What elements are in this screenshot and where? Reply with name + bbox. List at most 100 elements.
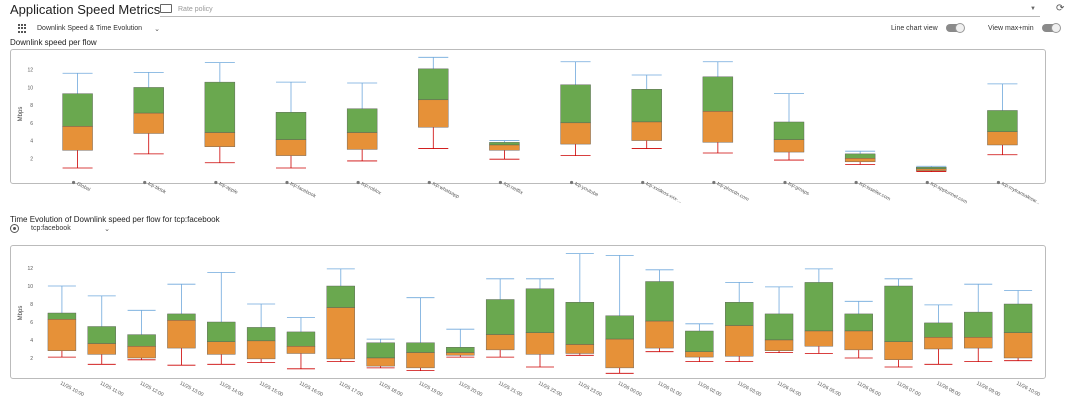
y-tick-label: 4 bbox=[30, 139, 33, 145]
box-upper-quartile bbox=[884, 285, 913, 342]
box-lower-quartile bbox=[62, 126, 93, 151]
box-upper-quartile bbox=[645, 281, 674, 322]
x-tick-label: 11/26 08:00 bbox=[935, 380, 961, 398]
x-tick-label: 11/26 02:00 bbox=[696, 380, 722, 398]
y-tick-label: 6 bbox=[30, 121, 33, 127]
category-dot bbox=[214, 180, 218, 185]
box-13: 11/25 23:00 bbox=[565, 253, 603, 398]
x-tick-label: 11/26 10:00 bbox=[1015, 380, 1041, 398]
box-upper-quartile bbox=[346, 108, 378, 133]
y-tick-label: 10 bbox=[27, 284, 33, 290]
y-tick-label: 2 bbox=[30, 356, 33, 362]
box-8: tcp:xvideos-xxx-... bbox=[631, 74, 683, 205]
box-lower-quartile bbox=[685, 351, 714, 358]
refresh-icon[interactable]: ⟳ bbox=[1056, 3, 1065, 14]
box-lower-quartile bbox=[326, 307, 355, 360]
x-tick-label: 11/26 01:00 bbox=[657, 380, 683, 398]
y-tick-label: 8 bbox=[30, 302, 33, 308]
dropdown-caret-icon: ▼ bbox=[1030, 6, 1036, 12]
box-22: 11/26 08:00 bbox=[924, 304, 961, 398]
folder-icon bbox=[160, 3, 172, 13]
top-chart-panel bbox=[10, 49, 1046, 184]
box-lower-quartile bbox=[924, 337, 953, 350]
box-lower-quartile bbox=[702, 111, 734, 143]
y-tick-label: 12 bbox=[27, 68, 33, 74]
category-dot bbox=[71, 180, 76, 185]
box-lower-quartile bbox=[773, 139, 805, 153]
x-tick-label: 11/25 20:00 bbox=[457, 380, 483, 398]
box-lower-quartile bbox=[246, 340, 276, 360]
x-tick-label: 11/25 21:00 bbox=[497, 380, 523, 398]
box-lower-quartile bbox=[87, 343, 116, 355]
target-icon bbox=[10, 224, 19, 233]
box-upper-quartile bbox=[565, 302, 595, 345]
y-tick-label: 10 bbox=[27, 85, 33, 91]
page-title: Application Speed Metrics bbox=[10, 2, 161, 17]
box-10: tcp:gmaps bbox=[773, 93, 811, 197]
box-upper-quartile bbox=[418, 68, 449, 101]
x-tick-label: 11/25 19:00 bbox=[418, 380, 444, 398]
category-dot bbox=[356, 180, 360, 185]
y-tick-label: 4 bbox=[30, 338, 33, 344]
box-chart-0: 2 4 6 8 10 12 Mbps Global tcp:tiktok tcp:apple tcp… bbox=[18, 56, 1041, 206]
view-selector[interactable]: Downlink Speed & Time Evolution ⌄ bbox=[18, 24, 160, 33]
box-lower-quartile bbox=[844, 158, 876, 163]
category-dot bbox=[854, 180, 858, 185]
box-7: tcp:youtube bbox=[560, 61, 600, 199]
maxmin-toggle[interactable] bbox=[1041, 23, 1061, 33]
box-20: 11/26 06:00 bbox=[844, 300, 882, 398]
line-chart-toggle[interactable] bbox=[945, 23, 965, 33]
box-upper-quartile bbox=[773, 121, 805, 140]
box-lower-quartile bbox=[964, 337, 993, 349]
box-upper-quartile bbox=[964, 311, 993, 338]
box-11: tcp:tsseller.com bbox=[844, 150, 891, 202]
box-lower-quartile bbox=[207, 341, 236, 355]
x-tick-label: tcp:apptunnel.com bbox=[929, 181, 968, 205]
x-tick-label: 11/25 17:00 bbox=[338, 380, 364, 398]
chevron-down-icon: ⌄ bbox=[154, 25, 160, 33]
box-lower-quartile bbox=[844, 330, 873, 351]
x-tick-label: 11/26 00:00 bbox=[617, 380, 643, 398]
box-12: tcp:apptunnel.com bbox=[916, 165, 968, 205]
box-upper-quartile bbox=[560, 84, 591, 124]
box-upper-quartile bbox=[133, 87, 164, 114]
x-tick-label: tcp:mytransalesw... bbox=[1000, 181, 1040, 206]
category-dot bbox=[285, 180, 289, 185]
rate-policy-select[interactable]: Rate policy ▼ bbox=[160, 2, 1040, 17]
box-lower-quartile bbox=[167, 320, 196, 349]
category-dot bbox=[498, 180, 503, 185]
flow-select[interactable]: tcp:facebook ⌄ bbox=[10, 224, 110, 233]
x-tick-label: 11/25 23:00 bbox=[577, 380, 603, 398]
box-lower-quartile bbox=[987, 131, 1018, 146]
x-tick-label: tcp:tsseller.com bbox=[858, 181, 891, 202]
x-tick-label: 11/26 03:00 bbox=[736, 380, 762, 398]
x-tick-label: 11/25 18:00 bbox=[378, 380, 404, 398]
box-lower-quartile bbox=[645, 320, 674, 349]
box-lower-quartile bbox=[560, 122, 591, 145]
y-axis-label: Mbps bbox=[18, 107, 24, 122]
box-upper-quartile bbox=[631, 88, 662, 123]
x-tick-label: 11/25 12:00 bbox=[139, 380, 165, 398]
box-lower-quartile bbox=[133, 112, 164, 134]
box-12: 11/25 22:00 bbox=[525, 278, 563, 398]
x-tick-label: 11/25 13:00 bbox=[179, 380, 205, 398]
maxmin-toggle-group: View max+min bbox=[988, 23, 1061, 33]
box-2: tcp:apple bbox=[204, 62, 239, 196]
x-tick-label: tcp:apple bbox=[218, 181, 239, 196]
x-tick-label: 11/25 10:00 bbox=[59, 380, 85, 398]
box-upper-quartile bbox=[844, 153, 876, 159]
box-chart-1: 2 4 6 8 10 12 Mbps 11/25 10:00 11/25 11:00 11/25 … bbox=[18, 253, 1041, 398]
box-lower-quartile bbox=[47, 319, 77, 351]
x-tick-label: tcp:netflix bbox=[502, 181, 524, 196]
x-tick-label: tcp:phncdn.com bbox=[716, 181, 750, 203]
maxmin-label: View max+min bbox=[988, 24, 1034, 32]
box-upper-quartile bbox=[702, 76, 734, 112]
x-tick-label: Global bbox=[76, 181, 92, 193]
chevron-down-icon: ⌄ bbox=[104, 225, 110, 233]
box-upper-quartile bbox=[62, 93, 93, 127]
x-tick-label: tcp:youtube bbox=[574, 181, 600, 199]
box-lower-quartile bbox=[489, 144, 520, 151]
box-upper-quartile bbox=[275, 112, 307, 140]
box-lower-quartile bbox=[565, 344, 595, 354]
box-upper-quartile bbox=[525, 288, 555, 334]
